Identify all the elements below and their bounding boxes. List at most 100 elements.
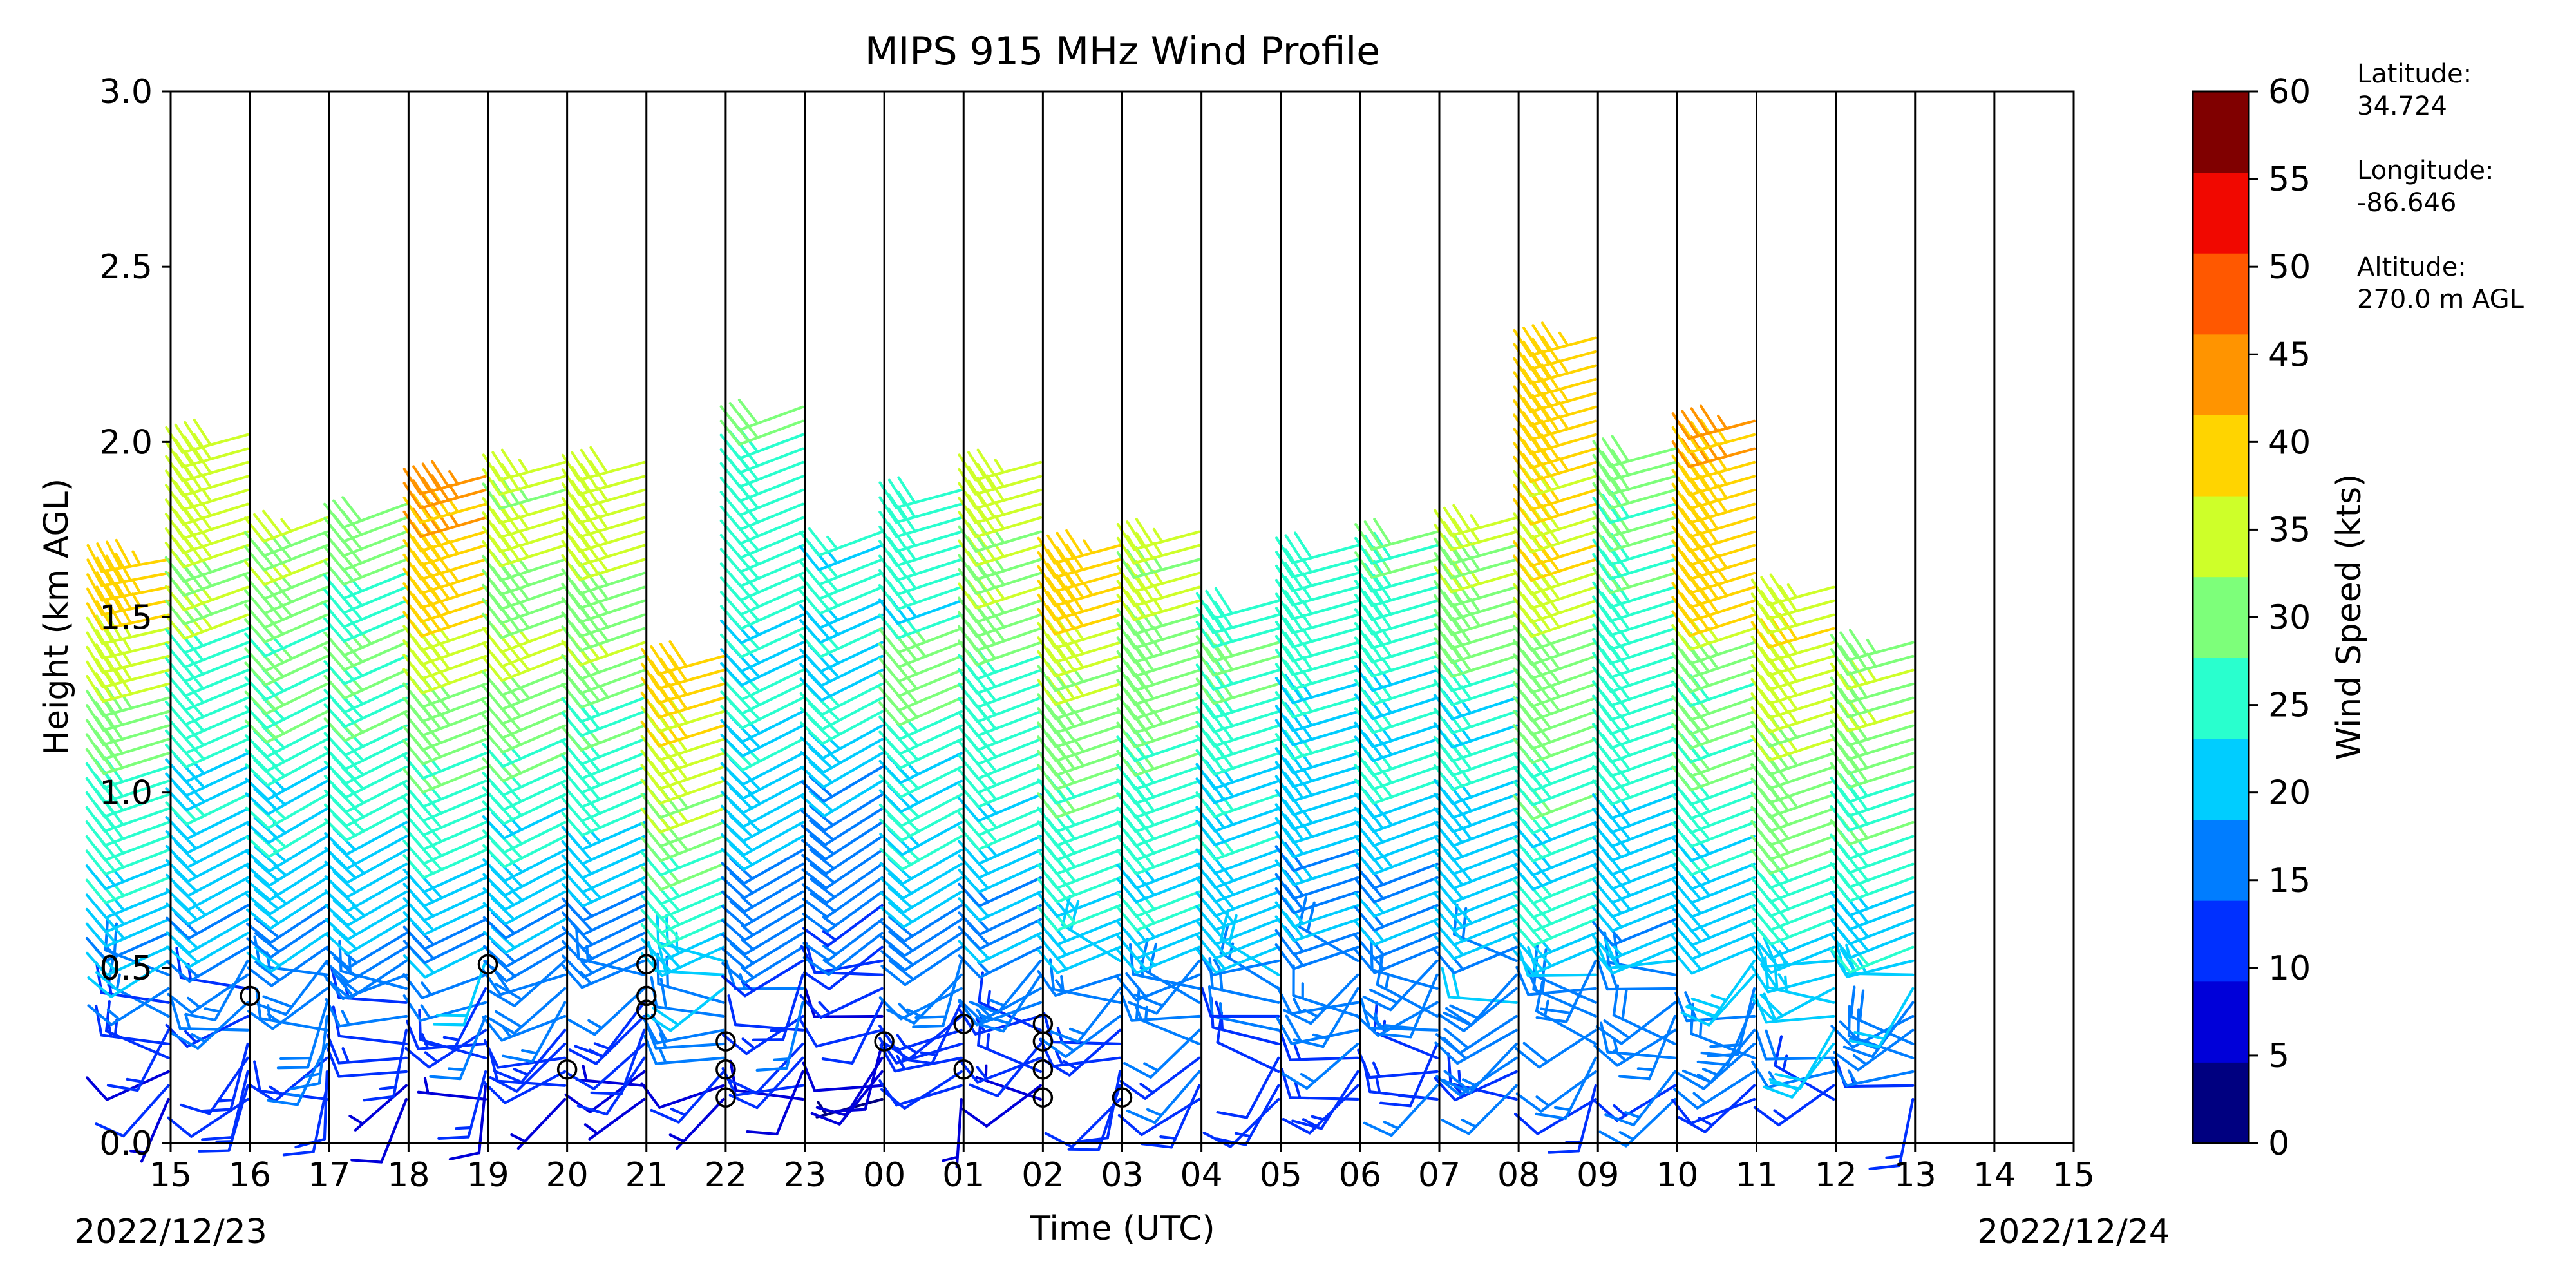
- colorbar-tick-label: 50: [2268, 248, 2311, 287]
- colorbar-label: Wind Speed (kts): [2330, 474, 2369, 761]
- colorbar-segment: [2193, 819, 2249, 901]
- x-tick-label: 20: [546, 1156, 589, 1195]
- wind-barb: [1443, 973, 1518, 1027]
- colorbar-segment: [2193, 900, 2249, 982]
- wind-barb: [1441, 1084, 1518, 1135]
- colorbar-segment: [2193, 334, 2249, 415]
- x-axis-ticks: 15 16 17 18 19 20 21 22 23 00 01 02 03 04 05 06 07 08 09 10…: [149, 1143, 2095, 1195]
- colorbar-segment: [2193, 1062, 2249, 1144]
- wind-barb: [1753, 1084, 1835, 1127]
- y-axis-ticks: 0.0 0.5 1.0 1.5 2.0 2.5 3.0: [99, 73, 171, 1163]
- wind-barb: [800, 820, 884, 861]
- wind-barb: [1200, 986, 1280, 1018]
- x-tick-label: 22: [705, 1156, 747, 1195]
- wind-barb: [402, 973, 488, 999]
- wind-barb: [880, 945, 963, 987]
- wind-barb: [727, 994, 804, 1032]
- x-tick-label: 03: [1101, 1156, 1143, 1195]
- wind-barb: [1750, 963, 1835, 994]
- wind-barb: [350, 1097, 408, 1164]
- wind-barbs: [85, 321, 1915, 1170]
- wind-barb: [644, 987, 725, 1032]
- wind-barb: [323, 496, 408, 529]
- colorbar-segment: [2193, 738, 2249, 820]
- wind-barb: [1434, 560, 1518, 594]
- wind-barb: [567, 987, 646, 1036]
- wind-barb: [1362, 959, 1439, 1012]
- wind-barb: [1830, 1058, 1915, 1087]
- wind-barb: [1049, 987, 1122, 1043]
- wind-barb: [799, 1019, 884, 1048]
- wind-barb: [1076, 1070, 1122, 1143]
- wind-barb: [886, 973, 963, 1025]
- wind-barb: [1141, 1084, 1201, 1149]
- wind-barb: [198, 1084, 249, 1153]
- colorbar-tick-label: 60: [2268, 73, 2311, 111]
- wind-barb: [1116, 518, 1201, 551]
- wind-barb: [488, 959, 567, 1008]
- colorbar-tick-label: 25: [2268, 687, 2311, 725]
- x-tick-label: 19: [466, 1156, 509, 1195]
- wind-barb: [201, 1070, 249, 1141]
- wind-barb: [1671, 502, 1756, 538]
- y-tick-label: 2.5: [99, 248, 153, 287]
- wind-barb: [276, 1001, 328, 1070]
- wind-barb: [85, 1070, 170, 1101]
- wind-barb: [802, 931, 884, 976]
- end-date-label: 2022/12/24: [1977, 1213, 2170, 1251]
- wind-barb: [1282, 973, 1359, 1025]
- wind-barb: [640, 1082, 725, 1109]
- wind-barb: [1512, 847, 1597, 876]
- wind-barb: [246, 904, 328, 944]
- x-tick-label: 00: [863, 1156, 905, 1195]
- wind-barb: [1830, 629, 1915, 662]
- wind-barb: [650, 1070, 725, 1124]
- x-tick-label: 14: [1973, 1156, 2016, 1195]
- wind-barb: [1126, 1070, 1201, 1124]
- x-axis-label: Time (UTC): [1029, 1209, 1215, 1248]
- wind-barb: [1671, 833, 1756, 862]
- x-tick-label: 18: [387, 1156, 430, 1195]
- wind-barb: [834, 1042, 884, 1113]
- wind-barb: [487, 987, 567, 1035]
- wind-barb: [802, 904, 884, 947]
- wind-barb: [1513, 321, 1597, 357]
- wind-barb: [1671, 489, 1756, 525]
- wind-barb: [1040, 1014, 1122, 1058]
- wind-barb: [510, 1097, 567, 1150]
- wind-barb: [1678, 1084, 1756, 1133]
- wind-barb: [1671, 418, 1756, 454]
- wind-barb: [1216, 1056, 1280, 1119]
- wind-barb: [1769, 1028, 1835, 1090]
- wind-barb: [640, 639, 725, 676]
- wind-barb: [668, 1097, 725, 1150]
- wind-barb: [801, 862, 884, 904]
- wind-barb: [1123, 1028, 1201, 1079]
- wind-barb: [1379, 973, 1439, 1039]
- wind-barb: [1515, 1028, 1597, 1069]
- wind-barb: [87, 959, 170, 998]
- colorbar-tick-label: 30: [2268, 599, 2311, 638]
- wind-barb: [129, 1097, 170, 1163]
- latitude-label: Latitude:: [2357, 59, 2472, 89]
- x-tick-label: 06: [1339, 1156, 1381, 1195]
- hour-dividers: [249, 91, 1996, 1143]
- wind-barb: [1292, 964, 1359, 1018]
- start-date-label: 2022/12/23: [74, 1213, 267, 1251]
- wind-barb: [246, 945, 328, 987]
- x-tick-label: 13: [1894, 1156, 1937, 1195]
- x-tick-label: 01: [942, 1156, 985, 1195]
- wind-barb: [1354, 518, 1439, 551]
- wind-barb: [86, 538, 170, 573]
- wind-barb: [363, 1028, 408, 1102]
- wind-barb: [1435, 1056, 1518, 1097]
- wind-barb: [590, 1028, 646, 1095]
- wind-barb: [1618, 1014, 1677, 1081]
- wind-barb: [752, 973, 804, 1041]
- wind-barb: [1119, 1056, 1201, 1100]
- wind-barb: [961, 1084, 1043, 1128]
- wind-barb: [502, 1001, 567, 1063]
- wind-barb: [561, 959, 646, 989]
- wind-barb: [1116, 846, 1201, 875]
- wind-barb: [1750, 573, 1835, 607]
